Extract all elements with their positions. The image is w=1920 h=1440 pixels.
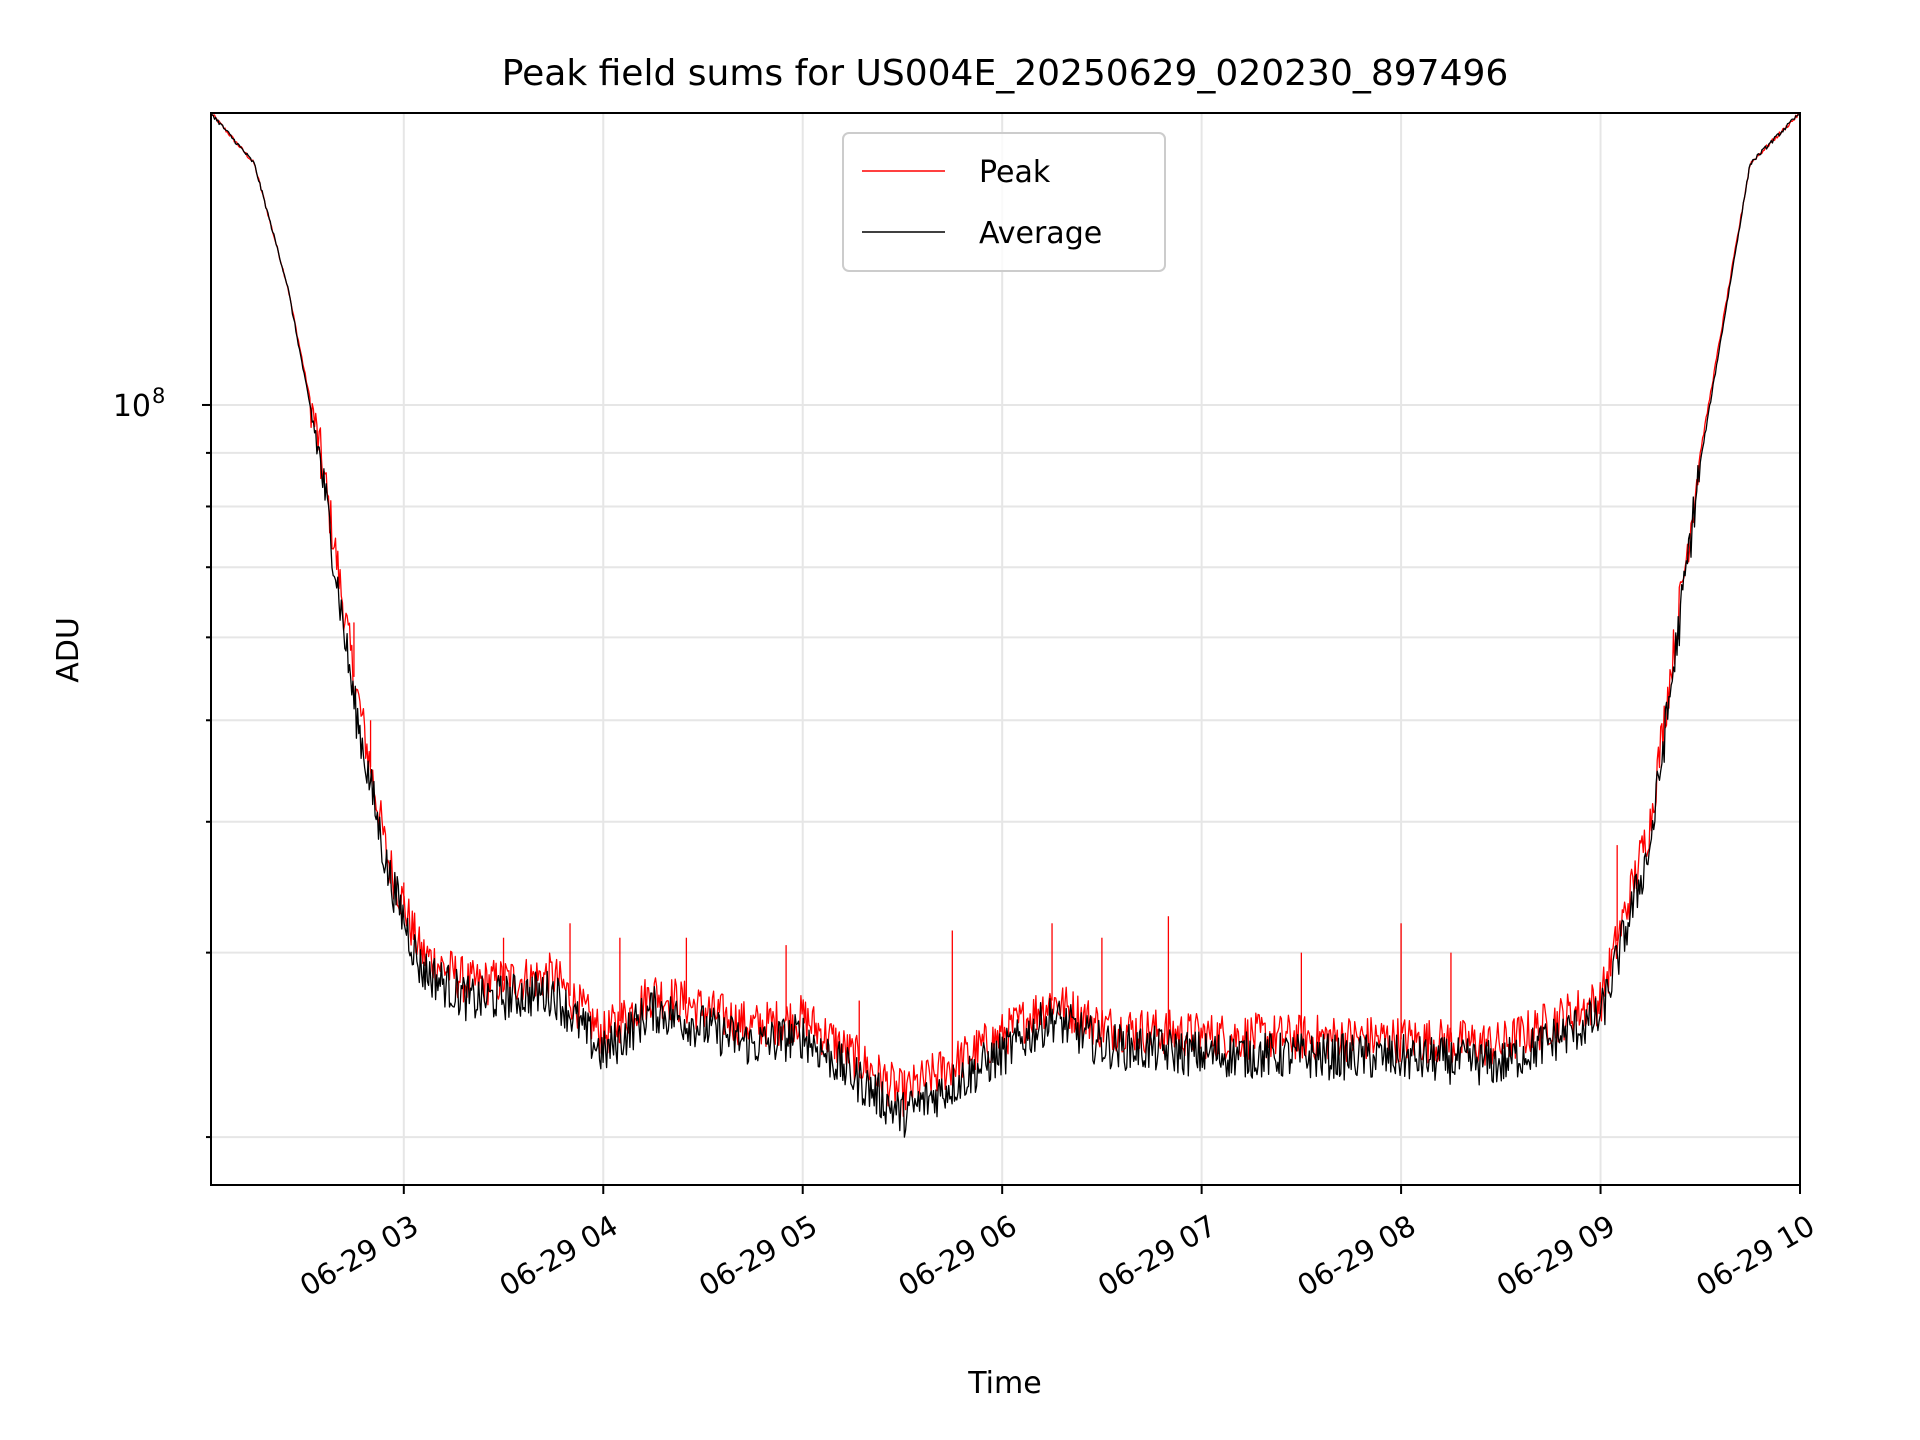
- chart-title: Peak field sums for US004E_20250629_0202…: [502, 53, 1509, 94]
- series-line-peak: [210, 112, 1800, 1117]
- x-axis-label: Time: [967, 1366, 1041, 1401]
- legend-average-label: Average: [979, 216, 1102, 251]
- legend-frame: [842, 132, 1166, 272]
- legend: Peak Average: [842, 132, 1166, 272]
- legend-peak-label: Peak: [979, 155, 1051, 190]
- y-tick-label: 10: [113, 389, 151, 424]
- plot-frame: [210, 112, 1801, 1186]
- series-line-average: [210, 112, 1800, 1138]
- series-layer: [210, 112, 1800, 1138]
- y-tick-label-exponent: 8: [152, 384, 165, 408]
- y-axis-label: ADU: [51, 617, 86, 683]
